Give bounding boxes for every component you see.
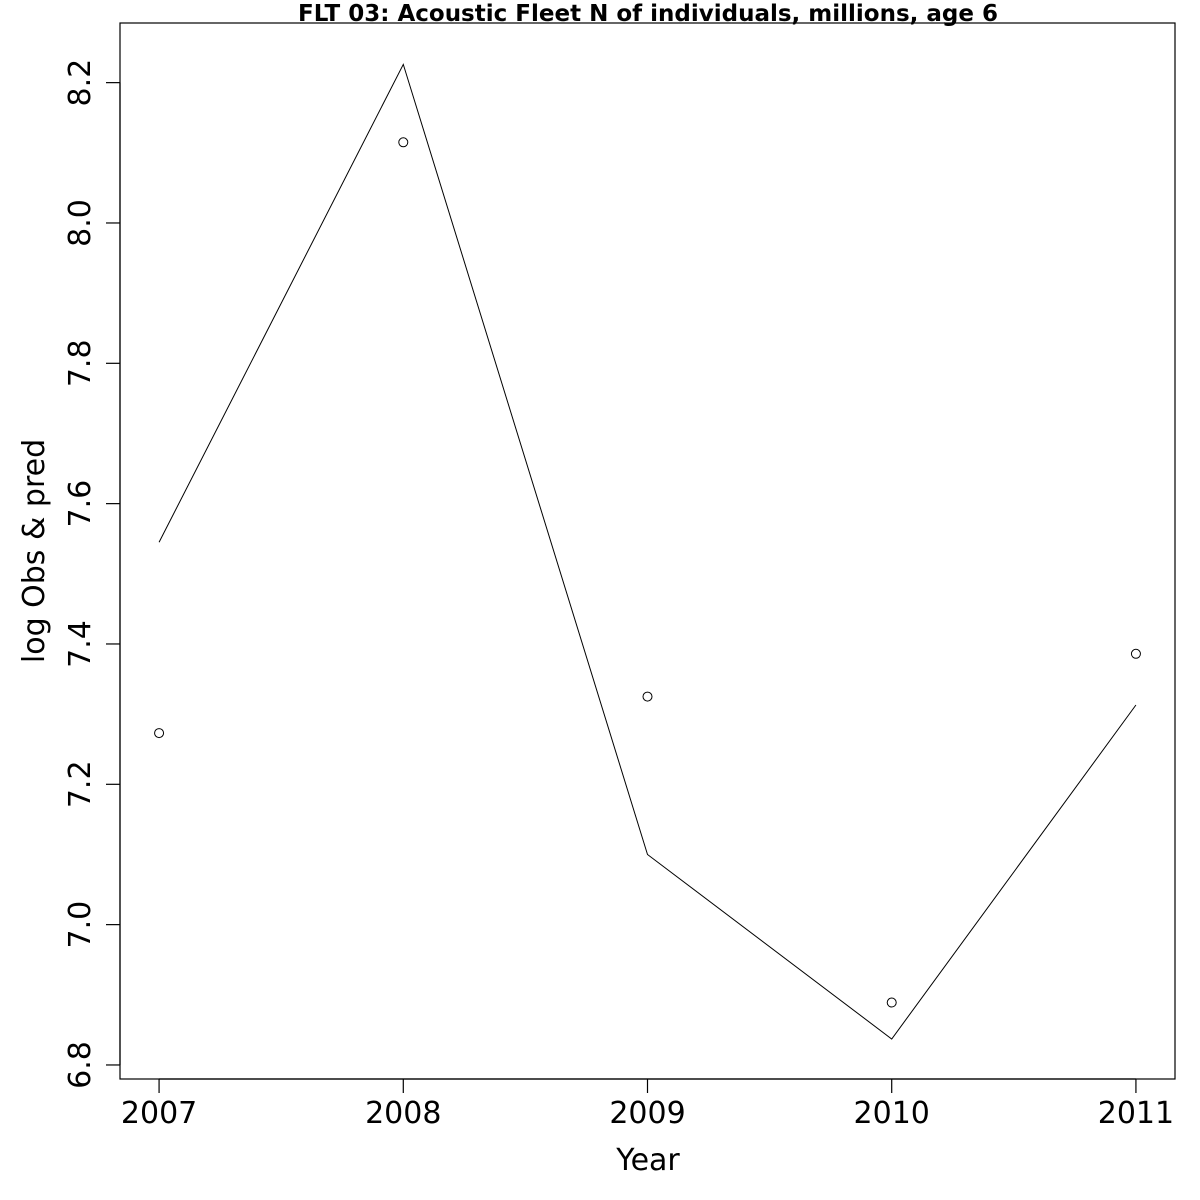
x-tick-label: 2011 [1098,1096,1174,1131]
y-tick-label: 8.2 [63,59,98,107]
y-axis-label: log Obs & pred [17,439,52,663]
x-tick-label: 2009 [609,1096,685,1131]
x-axis: 2007 2008 2009 2010 2011 [121,1078,1174,1131]
x-axis-label: Year [615,1143,680,1178]
y-tick-label: 7.0 [63,901,98,949]
y-tick-label: 7.8 [63,339,98,387]
y-tick-label: 8.0 [63,199,98,247]
y-tick-label: 6.8 [63,1041,98,1089]
x-tick-label: 2008 [365,1096,441,1131]
predicted-line [158,63,1137,1040]
x-tick-label: 2010 [854,1096,930,1131]
y-tick-label: 7.4 [63,620,98,668]
y-tick-label: 7.6 [63,480,98,528]
observed-point [154,728,165,739]
y-axis: 6.8 7.0 7.2 7.4 7.6 7.8 8.0 8.2 [63,59,121,1089]
plot-frame [119,22,1176,1080]
observed-point [398,137,409,148]
observed-point [886,997,897,1008]
observed-point [1130,648,1141,659]
series-layer [154,63,1141,1040]
observed-point [642,691,653,702]
y-tick-label: 7.2 [63,760,98,808]
x-tick-label: 2007 [121,1096,197,1131]
